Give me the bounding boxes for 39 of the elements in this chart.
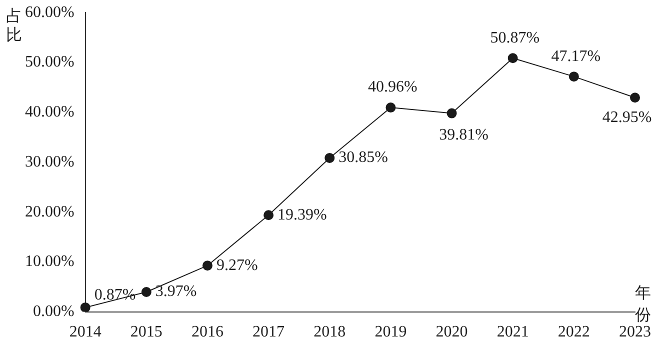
x-axis-title: 年份 xyxy=(635,285,651,324)
y-tick-label: 20.00% xyxy=(25,203,74,220)
text: 3.97% xyxy=(155,283,197,300)
x-tick-label: 2022 xyxy=(558,324,590,341)
point xyxy=(141,287,152,298)
point xyxy=(324,152,335,163)
x-tick-label: 2023 xyxy=(619,324,651,341)
point xyxy=(264,210,274,220)
text: 40.96% xyxy=(368,78,418,96)
y-tick-label: 30.00% xyxy=(25,153,74,170)
text: 0.87% xyxy=(94,286,136,304)
text: 47.17% xyxy=(551,48,601,65)
point xyxy=(508,53,518,64)
x-tick-label: 2019 xyxy=(374,324,407,341)
x-tick-label: 2018 xyxy=(314,324,346,341)
y-tick-label: 0.00% xyxy=(33,303,74,320)
point xyxy=(80,302,90,312)
text: 30.85% xyxy=(338,149,388,166)
x-tick-label: 2021 xyxy=(496,324,529,341)
x-tick-label: 2020 xyxy=(436,324,468,341)
y-tick-label: 40.00% xyxy=(25,104,74,121)
point xyxy=(630,92,640,103)
point xyxy=(446,108,457,118)
x-tick-label: 2015 xyxy=(130,324,162,341)
point xyxy=(202,260,212,271)
y-tick-label: 60.00% xyxy=(25,4,74,21)
y-tick-label: 50.00% xyxy=(25,54,74,71)
text: 39.81% xyxy=(439,126,488,144)
text: 42.95% xyxy=(602,108,652,126)
x-tick-label: 2016 xyxy=(191,324,224,341)
point xyxy=(568,72,579,82)
text: 9.27% xyxy=(216,256,258,274)
point xyxy=(386,102,396,113)
y-axis-title: 占比 xyxy=(6,6,22,44)
x-tick-label: 2017 xyxy=(252,324,285,341)
x-tick-label: 2014 xyxy=(69,324,102,341)
text: 19.39% xyxy=(278,206,327,224)
y-tick-label: 10.00% xyxy=(25,253,74,270)
text: 50.87% xyxy=(490,29,540,46)
